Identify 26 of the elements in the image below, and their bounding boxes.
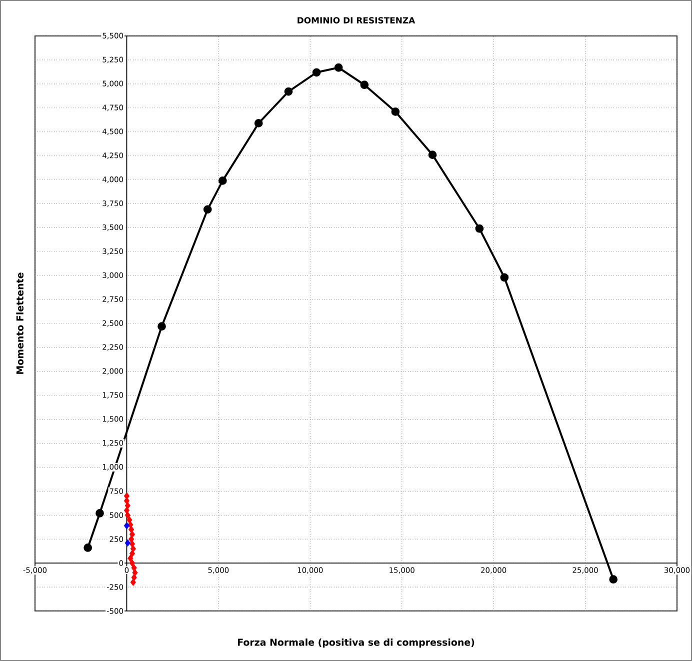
chart-title: DOMINIO DI RESISTENZA [298, 17, 416, 24]
point [360, 80, 369, 90]
point [96, 509, 104, 518]
point [158, 322, 166, 331]
point [130, 545, 136, 552]
point [391, 108, 400, 116]
point [312, 68, 321, 77]
point [428, 150, 437, 160]
point [475, 224, 484, 233]
point [284, 87, 293, 96]
point [124, 539, 130, 547]
point [334, 63, 343, 72]
point [609, 575, 618, 584]
point [203, 205, 212, 214]
point [129, 550, 136, 558]
point [129, 559, 136, 567]
point [84, 544, 92, 552]
point [124, 511, 130, 519]
point [130, 578, 136, 586]
point [218, 176, 227, 185]
y-axis-title: Momento Flettente [16, 272, 24, 374]
point [124, 522, 130, 530]
x-axis-title: Forza Normale (positiva se di compressione) [238, 638, 474, 648]
point [500, 273, 509, 282]
point [254, 119, 263, 128]
point [128, 554, 134, 562]
